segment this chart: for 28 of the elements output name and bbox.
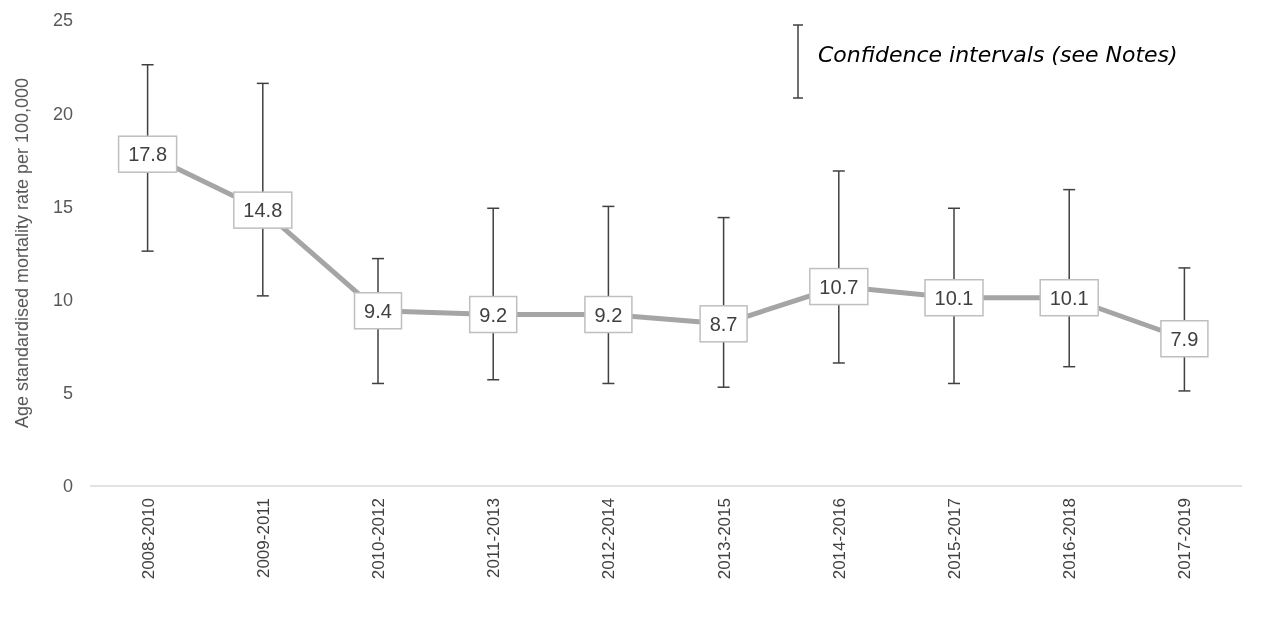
x-tick-label: 2010-2012 [369, 498, 388, 580]
data-label: 10.1 [934, 286, 974, 309]
data-label: 9.4 [364, 299, 392, 322]
data-label: 10.7 [819, 275, 859, 298]
data-label: 17.8 [128, 143, 168, 166]
y-tick-label: 10 [52, 289, 73, 310]
x-tick-label: 2014-2016 [829, 498, 849, 580]
data-label: 7.9 [1170, 327, 1199, 350]
y-tick-label: 5 [62, 383, 73, 404]
y-tick-label: 25 [52, 10, 73, 31]
x-tick-label: 2015-2017 [945, 498, 964, 580]
x-tick-label: 2008-2010 [138, 498, 158, 580]
x-tick-label: 2009-2011 [253, 498, 273, 579]
data-label: 10.1 [1049, 286, 1089, 309]
y-tick-label: 15 [52, 196, 73, 217]
x-tick-label: 2013-2015 [714, 498, 734, 580]
x-tick-label: 2016-2018 [1060, 498, 1080, 580]
annotation: Confidence intervals (see Notes) [818, 41, 1178, 67]
data-label: 8.7 [709, 312, 738, 335]
y-axis-title: Age standardised mortality rate per 100,000 [12, 77, 32, 429]
x-tick-label: 2017-2019 [1175, 498, 1195, 580]
x-tick-label: 2012-2014 [599, 498, 619, 580]
data-label: 9.2 [479, 303, 508, 326]
data-label: 14.8 [243, 199, 283, 222]
y-tick-label: 0 [62, 476, 73, 497]
x-tick-label: 2011-2013 [484, 498, 504, 579]
y-tick-label: 20 [52, 103, 73, 124]
data-label: 9.2 [594, 303, 623, 326]
